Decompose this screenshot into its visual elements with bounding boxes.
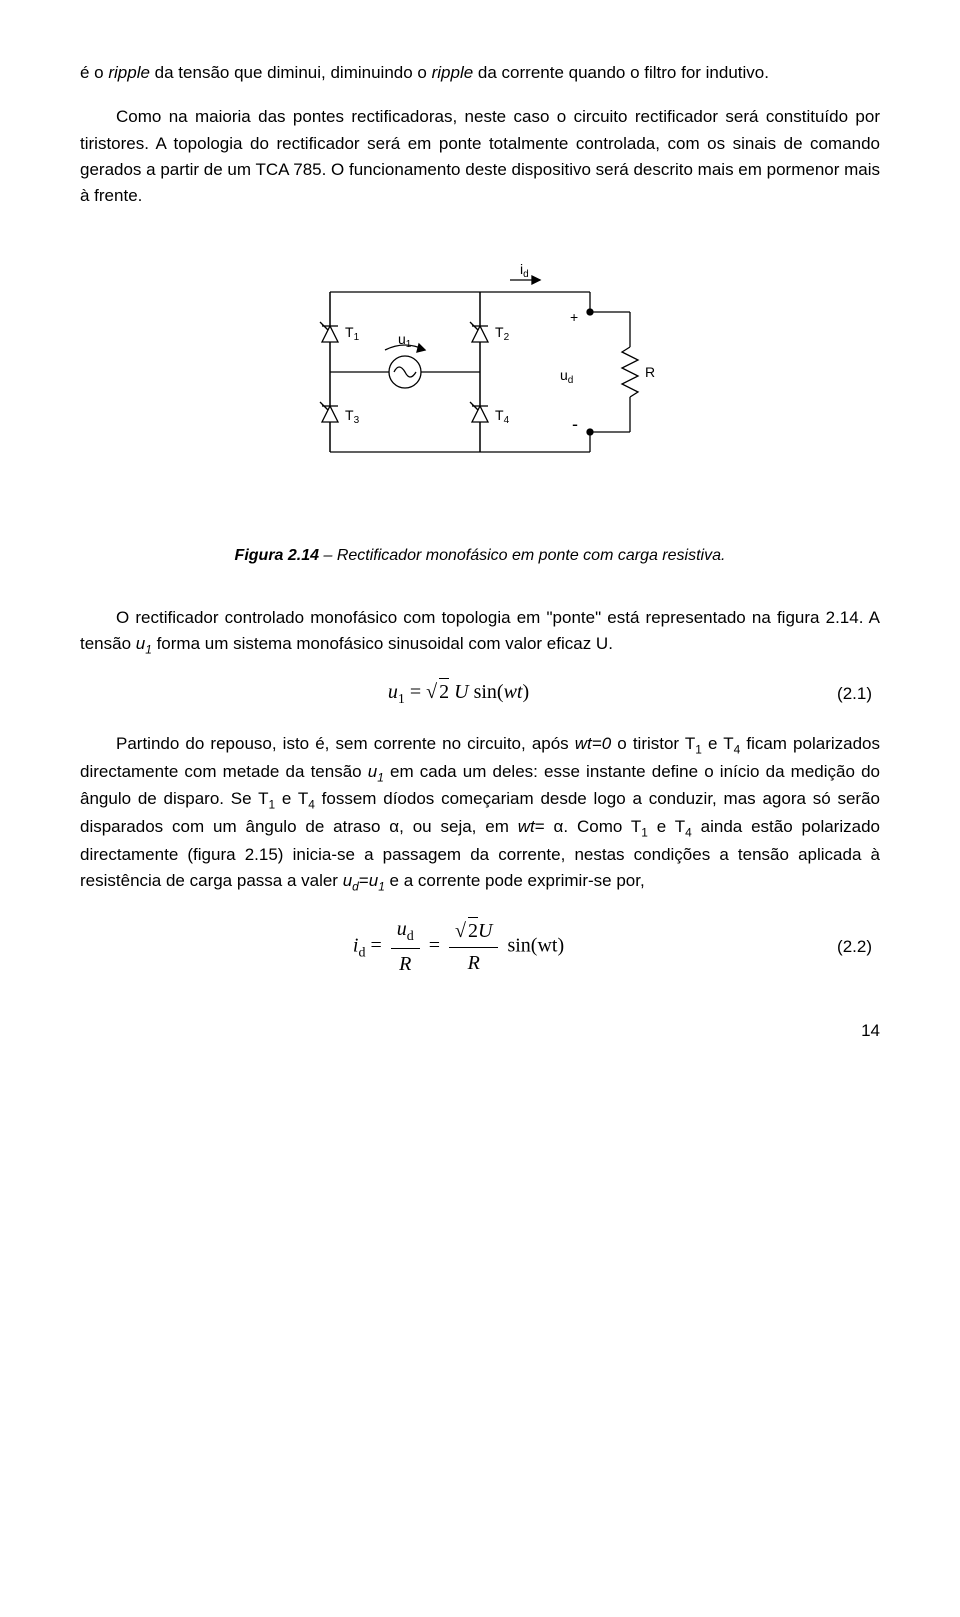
var: ud	[343, 871, 359, 890]
paragraph-1: é o ripple da tensão que diminui, diminu…	[80, 60, 880, 86]
text: o tiristor T	[611, 734, 695, 753]
sub: 1	[695, 742, 702, 756]
svg-text:id: id	[520, 261, 529, 280]
expr: wt	[518, 817, 535, 836]
paragraph-2: Como na maioria das pontes rectificadora…	[80, 104, 880, 209]
paragraph-4: Partindo do repouso, isto é, sem corrent…	[80, 731, 880, 897]
svg-text:+: +	[570, 309, 578, 325]
text: é o	[80, 63, 108, 82]
text: e T	[275, 789, 308, 808]
text: e a corrente pode exprimir-se por,	[385, 871, 645, 890]
equation-2-2: id = ud R = √2U R sin(wt) (2.2)	[80, 914, 880, 980]
caption-body: – Rectificador monofásico em ponte com c…	[319, 547, 725, 564]
var: u1	[369, 871, 385, 890]
equation-2-1: u1 = √2 U sin(wt) (2.1)	[80, 677, 880, 711]
text: Partindo do repouso, isto é, sem corrent…	[116, 734, 575, 753]
var: u1	[368, 762, 384, 781]
text: = α. Como T	[535, 817, 642, 836]
svg-text:T1: T1	[345, 324, 360, 343]
figure-caption: Figura 2.14 – Rectificador monofásico em…	[80, 544, 880, 569]
circuit-diagram: id + - T1 T2 T3 T4 u1 ud R	[290, 252, 670, 502]
equation-number: (2.2)	[837, 934, 880, 960]
text: forma um sistema monofásico sinusoidal c…	[152, 634, 613, 653]
sub: 4	[308, 798, 315, 812]
sub: 4	[685, 826, 692, 840]
term-ripple: ripple	[432, 63, 474, 82]
svg-text:T4: T4	[495, 407, 510, 426]
svg-text:u1: u1	[398, 331, 412, 350]
figure-2-14: id + - T1 T2 T3 T4 u1 ud R Figura 2.14 –…	[80, 252, 880, 569]
svg-text:-: -	[572, 414, 578, 434]
page-number: 14	[80, 1018, 880, 1044]
text: e T	[702, 734, 734, 753]
svg-text:R: R	[645, 364, 655, 380]
sub: 1	[641, 826, 648, 840]
caption-head: Figura 2.14	[235, 547, 319, 564]
paragraph-3: O rectificador controlado monofásico com…	[80, 605, 880, 659]
equation-body: id = ud R = √2U R sin(wt)	[80, 914, 837, 980]
svg-text:ud: ud	[560, 367, 573, 386]
text: da tensão que diminui, diminuindo o	[150, 63, 432, 82]
svg-text:T3: T3	[345, 407, 360, 426]
svg-text:T2: T2	[495, 324, 510, 343]
text: e T	[648, 817, 685, 836]
text: =	[359, 871, 369, 890]
sqrt-val: 2	[439, 678, 449, 703]
equation-body: u1 = √2 U sin(wt)	[80, 677, 837, 711]
expr: wt=0	[575, 734, 611, 753]
equation-number: (2.1)	[837, 681, 880, 707]
text: da corrente quando o filtro for indutivo…	[473, 63, 769, 82]
var-u1: u1	[136, 634, 152, 653]
term-ripple: ripple	[108, 63, 150, 82]
